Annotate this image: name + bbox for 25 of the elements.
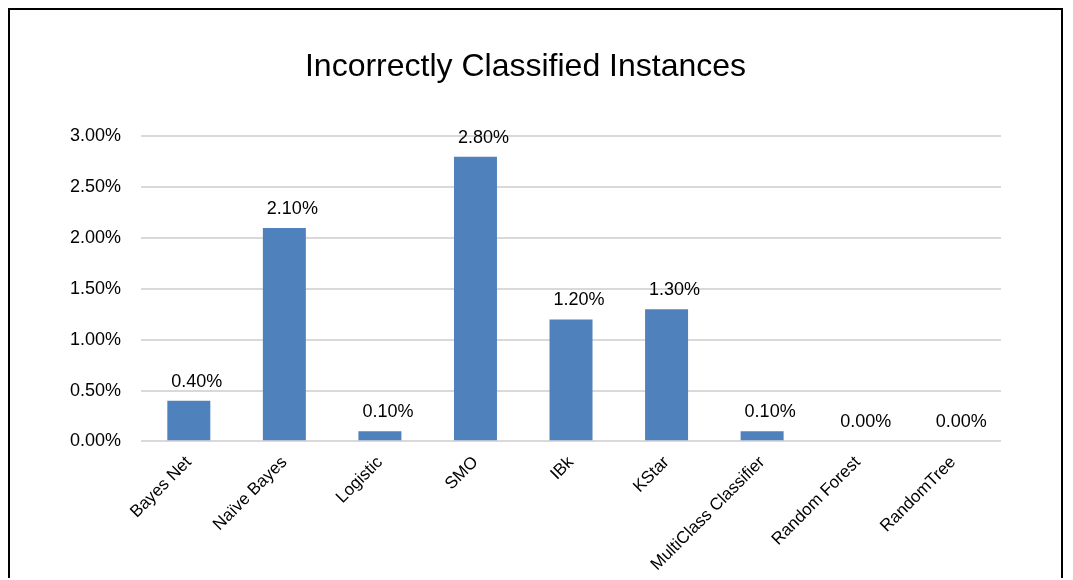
y-tick-label: 3.00% [69,125,122,146]
x-tick-label: IBk [546,451,578,484]
data-label: 1.30% [649,279,701,300]
data-label: 2.10% [266,197,318,218]
y-tick-label: 1.50% [69,277,122,298]
bar [262,227,306,441]
y-tick-label: 0.00% [69,430,122,451]
data-label: 0.00% [840,411,892,432]
y-tick-label: 2.50% [69,176,122,197]
y-tick-label: 0.50% [69,379,122,400]
data-label: 1.20% [553,289,605,310]
y-tick-label: 2.00% [69,227,122,248]
data-label: 0.10% [744,401,796,422]
bar [645,309,689,441]
bar [453,156,497,441]
data-label: 0.00% [935,411,987,432]
data-label: 2.80% [457,126,509,147]
bar [549,319,593,441]
data-label: 0.10% [362,401,414,422]
chart-title: Incorrectly Classified Instances [304,47,747,84]
data-label: 0.40% [171,370,223,391]
y-tick-label: 1.00% [69,328,122,349]
bar [740,431,784,441]
bar [167,400,211,441]
bar [358,431,402,441]
